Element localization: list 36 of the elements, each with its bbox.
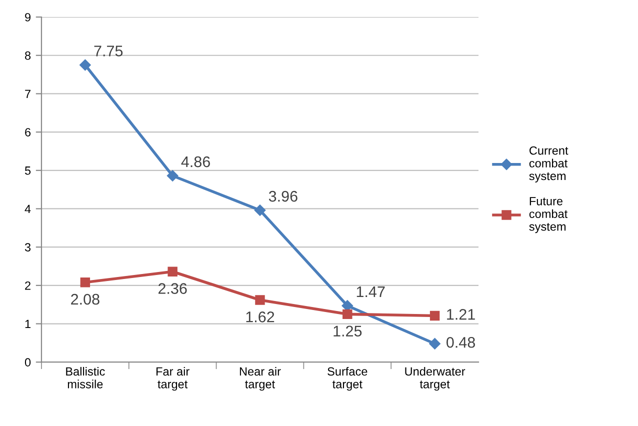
y-tick-label: 6: [25, 128, 31, 136]
y-tick-label: 5: [24, 166, 31, 175]
point: [255, 295, 265, 305]
point: [429, 338, 440, 350]
y-tick-label: 7: [25, 90, 30, 98]
y-tick-label: 1: [25, 320, 30, 328]
y-tick-label: 4: [24, 204, 31, 214]
point: [80, 59, 91, 71]
data-label: 7.75: [94, 46, 123, 56]
point: [254, 204, 266, 216]
x-tick-label: Near air target: [240, 366, 281, 391]
data-label: 1.47: [356, 286, 385, 298]
data-label: 1.25: [334, 326, 362, 337]
x-tick-label: Surface target: [328, 366, 368, 391]
x-tick-label: Far air target: [156, 366, 190, 391]
legend-label: Current combat system: [529, 146, 568, 182]
data-label: 2.36: [158, 283, 187, 294]
y-tick-label: 0: [24, 358, 31, 366]
y-tick-label: 8: [25, 51, 31, 60]
point: [430, 310, 440, 321]
data-label: 0.48: [446, 336, 475, 348]
data-label: 1.21: [447, 308, 475, 320]
y-tick-label: 2: [25, 281, 30, 290]
point: [168, 266, 178, 276]
x-tick-label: Ballistic missile: [66, 366, 105, 388]
y-tick-label: 9: [25, 13, 30, 22]
y-tick-label: 3: [24, 243, 31, 252]
data-label: 3.96: [268, 190, 298, 202]
data-label: 1.62: [246, 312, 274, 322]
point: [342, 309, 352, 320]
point: [80, 277, 90, 288]
data-label: 4.86: [181, 156, 210, 168]
data-label: 2.08: [71, 294, 100, 305]
legend-label: Future combat system: [529, 197, 568, 234]
x-tick-label: Underwater target: [405, 366, 466, 391]
point: [166, 170, 178, 182]
